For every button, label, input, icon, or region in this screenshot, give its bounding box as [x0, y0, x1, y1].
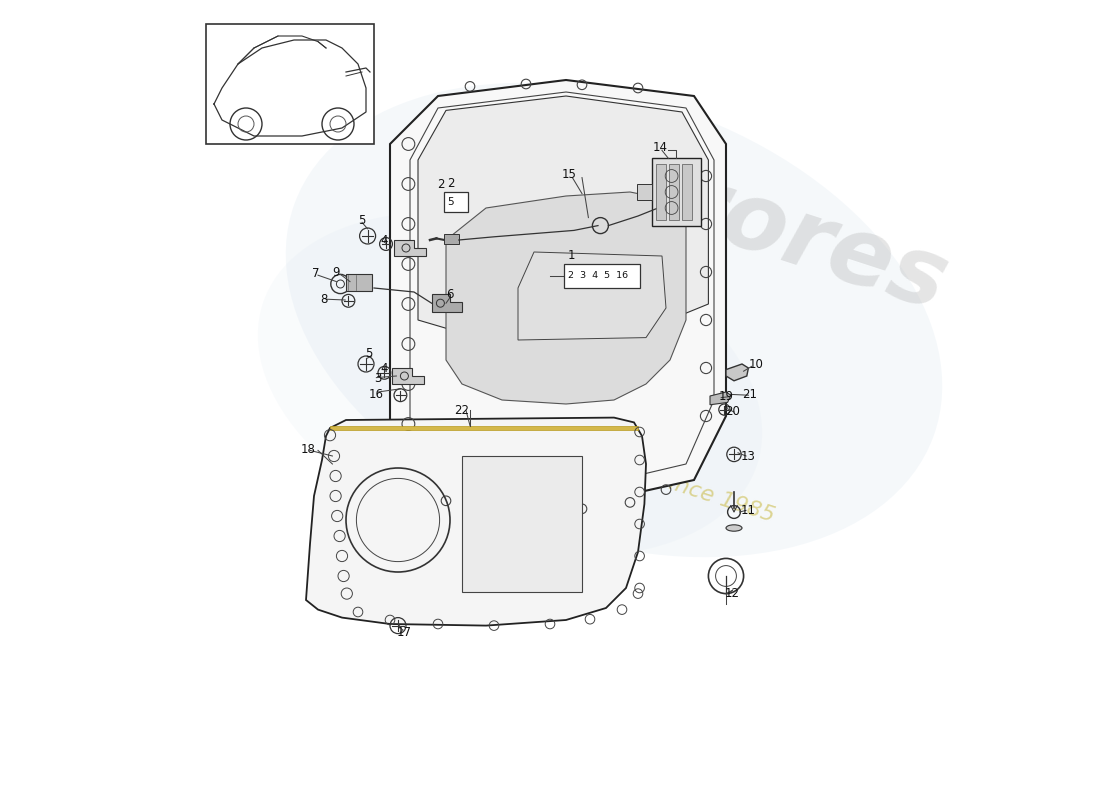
Polygon shape — [431, 294, 462, 312]
Bar — [564, 264, 640, 288]
Text: 10: 10 — [749, 358, 763, 371]
Text: 20: 20 — [725, 405, 740, 418]
Text: 14: 14 — [653, 141, 668, 154]
Polygon shape — [726, 364, 748, 381]
Text: 11: 11 — [741, 504, 756, 517]
Bar — [444, 234, 459, 244]
Text: 5: 5 — [365, 347, 372, 360]
Bar — [346, 274, 372, 291]
Text: 9: 9 — [332, 266, 340, 278]
Text: 12: 12 — [725, 587, 740, 600]
Text: 18: 18 — [301, 443, 316, 456]
Polygon shape — [390, 80, 726, 512]
Bar — [657, 165, 665, 219]
Text: 4: 4 — [381, 362, 388, 374]
Polygon shape — [418, 96, 708, 340]
Polygon shape — [518, 252, 666, 340]
Text: 1: 1 — [568, 249, 575, 262]
Text: 7: 7 — [312, 267, 319, 280]
Bar — [669, 165, 679, 219]
Text: 15: 15 — [562, 168, 576, 181]
Text: 5: 5 — [448, 197, 454, 206]
Polygon shape — [446, 192, 686, 404]
Bar — [651, 158, 701, 226]
Bar — [682, 165, 692, 219]
Text: 3: 3 — [374, 372, 382, 385]
Ellipse shape — [726, 525, 742, 531]
Text: 21: 21 — [742, 388, 758, 401]
Ellipse shape — [257, 212, 762, 556]
Polygon shape — [306, 418, 646, 626]
Bar — [206, 24, 374, 144]
Text: 16: 16 — [368, 388, 384, 401]
Text: eurores: eurores — [541, 117, 959, 331]
Text: 6: 6 — [447, 288, 453, 301]
Bar — [444, 192, 469, 212]
Text: 2: 2 — [437, 178, 444, 190]
Polygon shape — [710, 392, 730, 405]
Polygon shape — [393, 368, 425, 384]
Text: 22: 22 — [454, 404, 470, 417]
Text: 19: 19 — [718, 390, 734, 402]
Polygon shape — [394, 240, 426, 256]
Text: 8: 8 — [321, 293, 328, 306]
Bar — [637, 184, 651, 200]
Bar — [462, 456, 582, 592]
Text: 13: 13 — [741, 450, 756, 462]
Text: 17: 17 — [397, 626, 411, 638]
Text: 4: 4 — [381, 234, 388, 246]
Polygon shape — [330, 426, 638, 430]
Text: 2  3  4  5  16: 2 3 4 5 16 — [569, 271, 628, 281]
Text: a passion for parts since 1985: a passion for parts since 1985 — [451, 402, 777, 526]
Ellipse shape — [286, 83, 943, 557]
Text: 2: 2 — [448, 177, 455, 190]
Text: 5: 5 — [359, 214, 365, 227]
